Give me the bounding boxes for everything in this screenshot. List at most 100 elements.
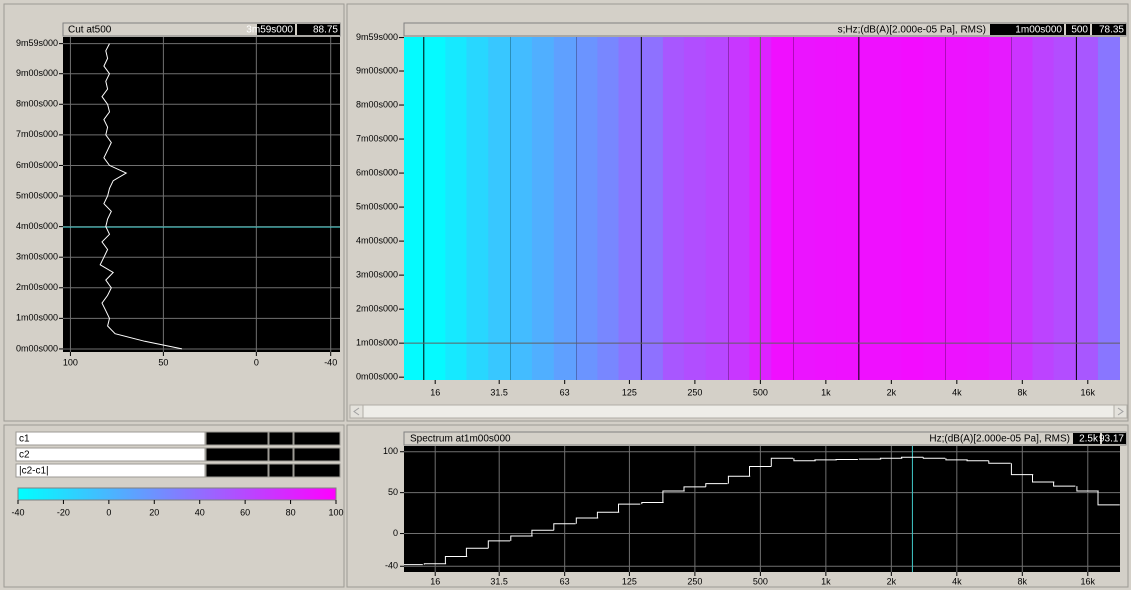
- spectrogram-band: [553, 37, 577, 380]
- spectrogram-band: [597, 37, 620, 380]
- spectrum-step: [423, 563, 447, 565]
- spectrum-step: [510, 535, 533, 541]
- cut-cursor-value: 88.75: [313, 25, 338, 36]
- x-tick-label: 4k: [952, 387, 962, 397]
- spectrum-step: [683, 486, 706, 491]
- y-tick-label: 100: [383, 446, 398, 456]
- colorbar-tick-label: -20: [57, 507, 70, 517]
- x-tick-label: 1k: [821, 576, 831, 586]
- spectrum-step: [641, 502, 664, 505]
- x-tick-label: 500: [753, 387, 768, 397]
- x-tick-label: 250: [687, 387, 702, 397]
- table-cell: [293, 463, 341, 478]
- y-tick-label: 4m00s000: [16, 221, 58, 231]
- spectrum-step: [749, 466, 772, 477]
- scrollbar[interactable]: [349, 404, 1128, 419]
- field: [1092, 24, 1126, 35]
- x-tick-label: 2k: [887, 576, 897, 586]
- y-tick-label: 0m00s000: [356, 372, 398, 382]
- y-tick-label: 5m00s000: [16, 190, 58, 200]
- spectrum-step: [444, 556, 468, 564]
- spectrum-units: Hz;(dB(A)[2.000e-05 Pa], RMS): [929, 434, 1070, 445]
- cut-plot: [63, 37, 340, 352]
- table-cell: [205, 463, 269, 478]
- y-tick-label: 50: [388, 487, 398, 497]
- table-text: 0: [285, 466, 291, 477]
- table-cell: [15, 463, 206, 478]
- spectrogram-cursor-time: 1m00s000: [1015, 25, 1062, 36]
- spectrum-step: [1097, 491, 1120, 506]
- x-tick-label: 31.5: [490, 576, 508, 586]
- spectrogram-band: [1011, 37, 1034, 380]
- table-cell: [268, 463, 294, 478]
- spectrum-step: [988, 460, 1011, 464]
- spectrum-step: [1032, 474, 1055, 483]
- table-cell: [205, 431, 269, 446]
- y-tick-label: 2m00s000: [356, 304, 398, 314]
- spectrogram-band: [1097, 37, 1120, 380]
- x-tick-label: 16k: [1081, 576, 1096, 586]
- y-tick-label: -40: [385, 561, 398, 571]
- spectrogram-band: [1053, 37, 1076, 380]
- spectrogram-band: [662, 37, 686, 380]
- x-tick-label: 125: [622, 576, 637, 586]
- field: [297, 24, 340, 35]
- field: [1073, 433, 1100, 444]
- spectrum-step: [770, 457, 794, 467]
- spectrum-step: [814, 459, 837, 461]
- y-tick-label: 0: [393, 528, 398, 538]
- x-tick-label: 100: [63, 357, 78, 367]
- y-tick-label: 9m00s000: [16, 68, 58, 78]
- x-tick-label: 2k: [887, 387, 897, 397]
- spectrum-step: [922, 457, 946, 459]
- y-tick-label: 5m00s000: [356, 201, 398, 211]
- scroll-left[interactable]: [349, 404, 364, 419]
- y-tick-label: 0m00s000: [16, 343, 58, 353]
- spectrogram-band: [923, 37, 946, 380]
- spectrogram-band: [488, 37, 511, 380]
- x-tick-label: 0: [254, 357, 259, 367]
- spectrogram-band: [576, 37, 599, 380]
- table-cell: [205, 447, 269, 462]
- spectrogram-band: [705, 37, 729, 380]
- x-tick-label: 250: [687, 576, 702, 586]
- table-text: 0m00s000: [219, 450, 266, 461]
- x-tick-label: 63: [560, 576, 570, 586]
- spectrogram-band: [1032, 37, 1055, 380]
- spectrum-step: [465, 547, 489, 557]
- spectrum-step: [945, 458, 968, 461]
- spectrum-step: [879, 457, 903, 460]
- spectrum-step: [727, 475, 751, 484]
- x-tick-label: 500: [753, 576, 768, 586]
- table-text: |c2-c1|: [19, 466, 49, 477]
- x-tick-label: 125: [622, 387, 637, 397]
- y-tick-label: 3m00s000: [16, 252, 58, 262]
- y-tick-label: 7m00s000: [356, 133, 398, 143]
- spectrum-step: [487, 540, 511, 549]
- spectrogram-band: [510, 37, 534, 380]
- table-cell: [268, 447, 294, 462]
- spectrum-step: [531, 529, 554, 536]
- y-tick-label: 8m00s000: [16, 99, 58, 109]
- spectrogram-band: [618, 37, 641, 380]
- arrow-icon: [353, 407, 360, 416]
- spectrogram-band: [814, 37, 838, 380]
- spectrogram-band: [836, 37, 859, 380]
- level-line: [99, 43, 183, 350]
- y-tick-label: 3m00s000: [356, 269, 398, 279]
- table-cell: [15, 447, 206, 462]
- scroll-right[interactable]: [1113, 404, 1128, 419]
- x-tick-label: 4k: [952, 576, 962, 586]
- y-tick-label: 6m00s000: [356, 167, 398, 177]
- spectrogram-band: [424, 37, 447, 380]
- spectrogram-band: [771, 37, 794, 380]
- y-tick-label: 7m00s000: [16, 129, 58, 139]
- spectrum-step: [553, 523, 576, 531]
- spectrogram-band: [445, 37, 468, 380]
- spectrogram-band: [793, 37, 817, 380]
- table-text: 12.5: [272, 434, 292, 445]
- cut-title: Cut at500: [68, 25, 112, 36]
- cut-cursor-time: 3m59s000: [246, 25, 293, 36]
- spectrogram-band: [531, 37, 555, 380]
